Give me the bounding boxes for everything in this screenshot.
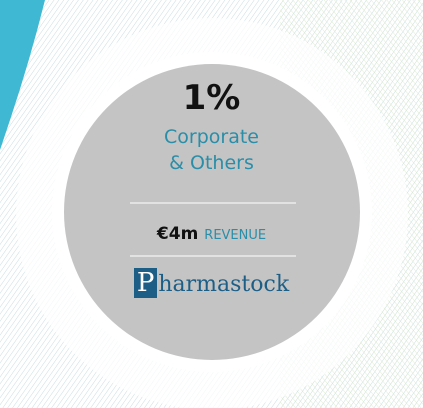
revenue-value: €4m [156,224,199,244]
percent: 1% [182,78,241,118]
segment-name: Corporate & Others [164,126,259,174]
revenue-label: REVENUE [204,228,267,243]
revenue: €4m REVENUE [0,224,423,244]
logo-text: harmastock [158,272,290,297]
logo-initial: P [133,268,158,298]
